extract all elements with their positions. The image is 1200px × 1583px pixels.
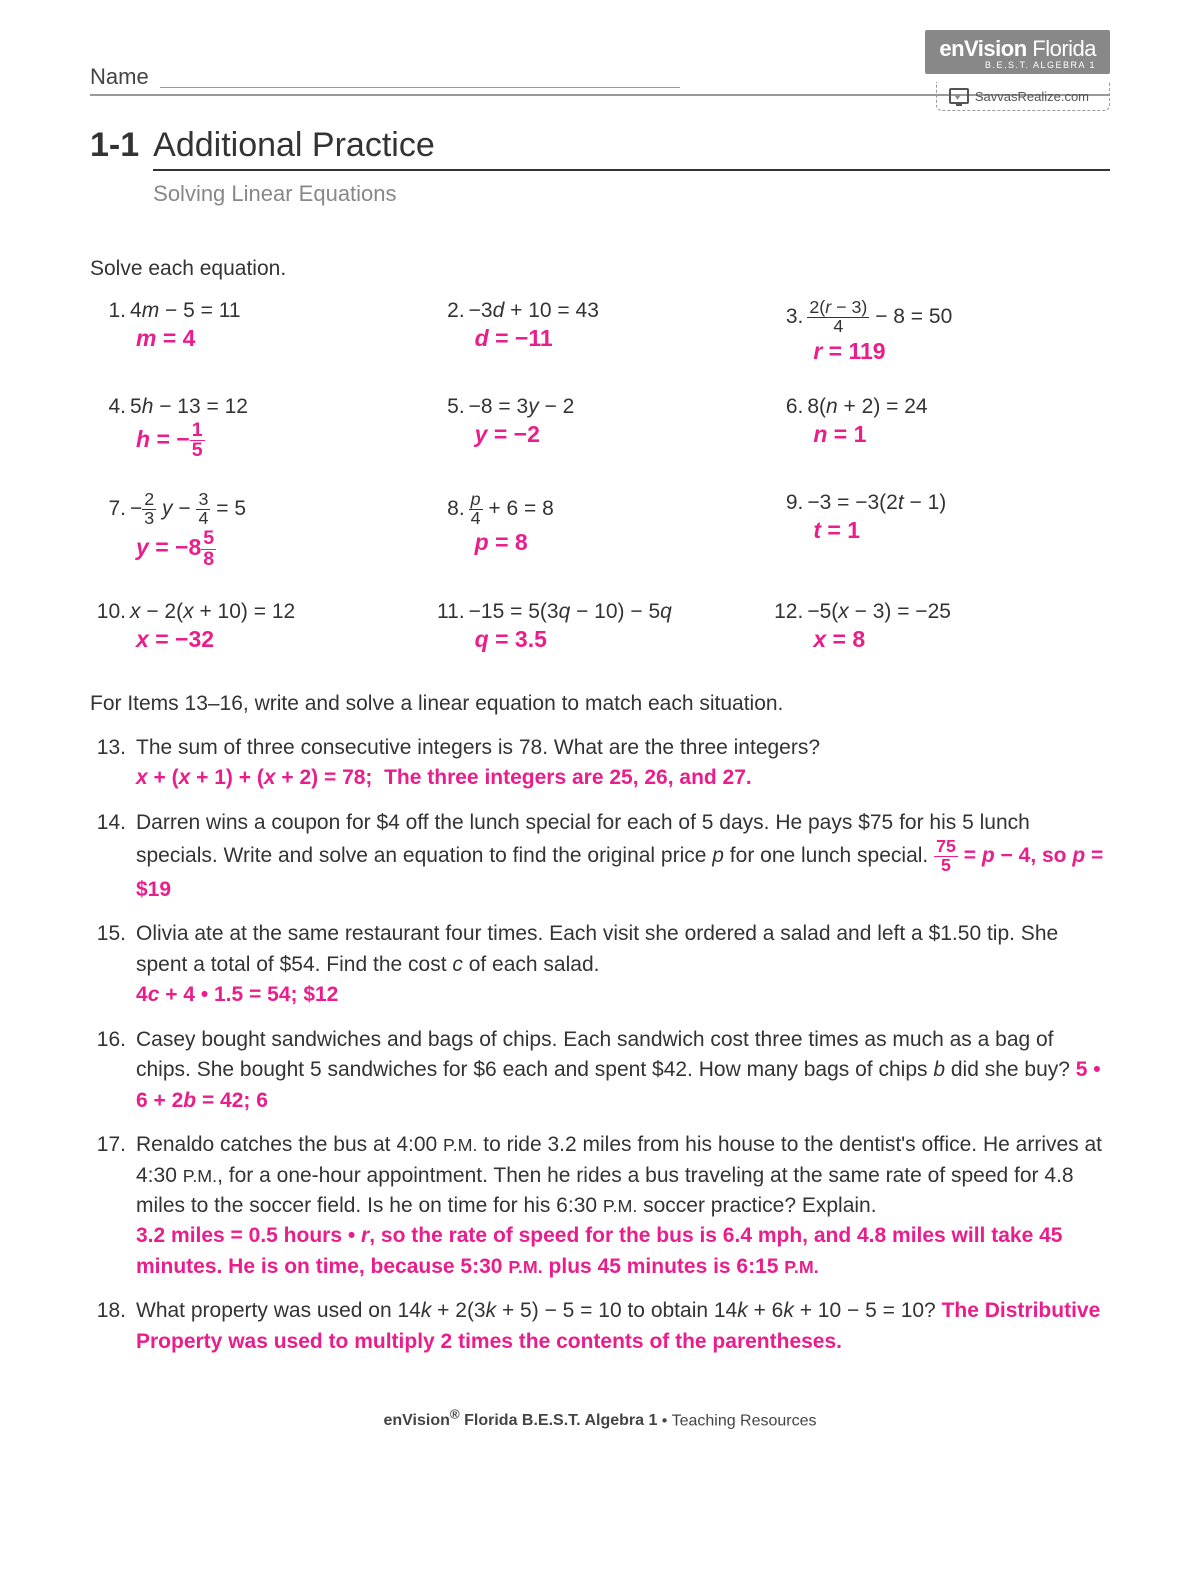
word-problem: 13.The sum of three consecutive integers… [90,733,1110,794]
problem: 4.5h − 13 = 12h = −15 [94,395,433,461]
problem: 8.p4 + 6 = 8p = 8 [433,491,772,570]
brand-badge: enVision Florida B.E.S.T. ALGEBRA 1 [925,30,1110,74]
problem: 12.−5(x − 3) = −25x = 8 [771,600,1110,653]
name-underline [160,87,680,88]
problem: 2.−3d + 10 = 43d = −11 [433,299,772,365]
header: Name enVision Florida B.E.S.T. ALGEBRA 1… [90,40,1110,100]
url-text: SavvasRealize.com [975,89,1089,104]
problem: 9.−3 = −3(2t − 1)t = 1 [771,491,1110,570]
problem: 1.4m − 5 = 11m = 4 [94,299,433,365]
title-block: 1-1 Additional Practice Solving Linear E… [90,126,1110,207]
instruction-word: For Items 13–16, write and solve a linea… [90,689,1110,719]
problem: 7.−23 y − 34 = 5y = −858 [94,491,433,570]
lesson-number: 1-1 [90,126,139,165]
brand-sub: B.E.S.T. ALGEBRA 1 [939,60,1096,70]
worksheet-page: Name enVision Florida B.E.S.T. ALGEBRA 1… [0,0,1200,1460]
monitor-icon: ♥ [949,88,969,104]
problem: 11.−15 = 5(3q − 10) − 5qq = 3.5 [433,600,772,653]
word-problem: 17.Renaldo catches the bus at 4:00 P.M. … [90,1130,1110,1282]
problem: 5.−8 = 3y − 2y = −2 [433,395,772,461]
instruction-grid: Solve each equation. [90,257,1110,281]
problem: 3.2(r − 3)4 − 8 = 50r = 119 [771,299,1110,365]
word-problem: 16.Casey bought sandwiches and bags of c… [90,1025,1110,1116]
lesson-subtitle: Solving Linear Equations [153,181,1110,207]
word-problems-section: For Items 13–16, write and solve a linea… [90,689,1110,1358]
word-problem: 15.Olivia ate at the same restaurant fou… [90,919,1110,1010]
lesson-title: Additional Practice [153,126,1110,171]
word-problem: 18.What property was used on 14k + 2(3k … [90,1296,1110,1357]
name-label: Name [90,64,149,90]
url-box: ♥ SavvasRealize.com [936,82,1110,111]
footer: enVision® Florida B.E.S.T. Algebra 1 • T… [90,1407,1110,1430]
problem: 6.8(n + 2) = 24n = 1 [771,395,1110,461]
word-problem: 14.Darren wins a coupon for $4 off the l… [90,808,1110,906]
brand-main: enVision Florida [939,36,1096,61]
problem-grid: 1.4m − 5 = 11m = 42.−3d + 10 = 43d = −11… [94,299,1110,653]
problem: 10.x − 2(x + 10) = 12x = −32 [94,600,433,653]
